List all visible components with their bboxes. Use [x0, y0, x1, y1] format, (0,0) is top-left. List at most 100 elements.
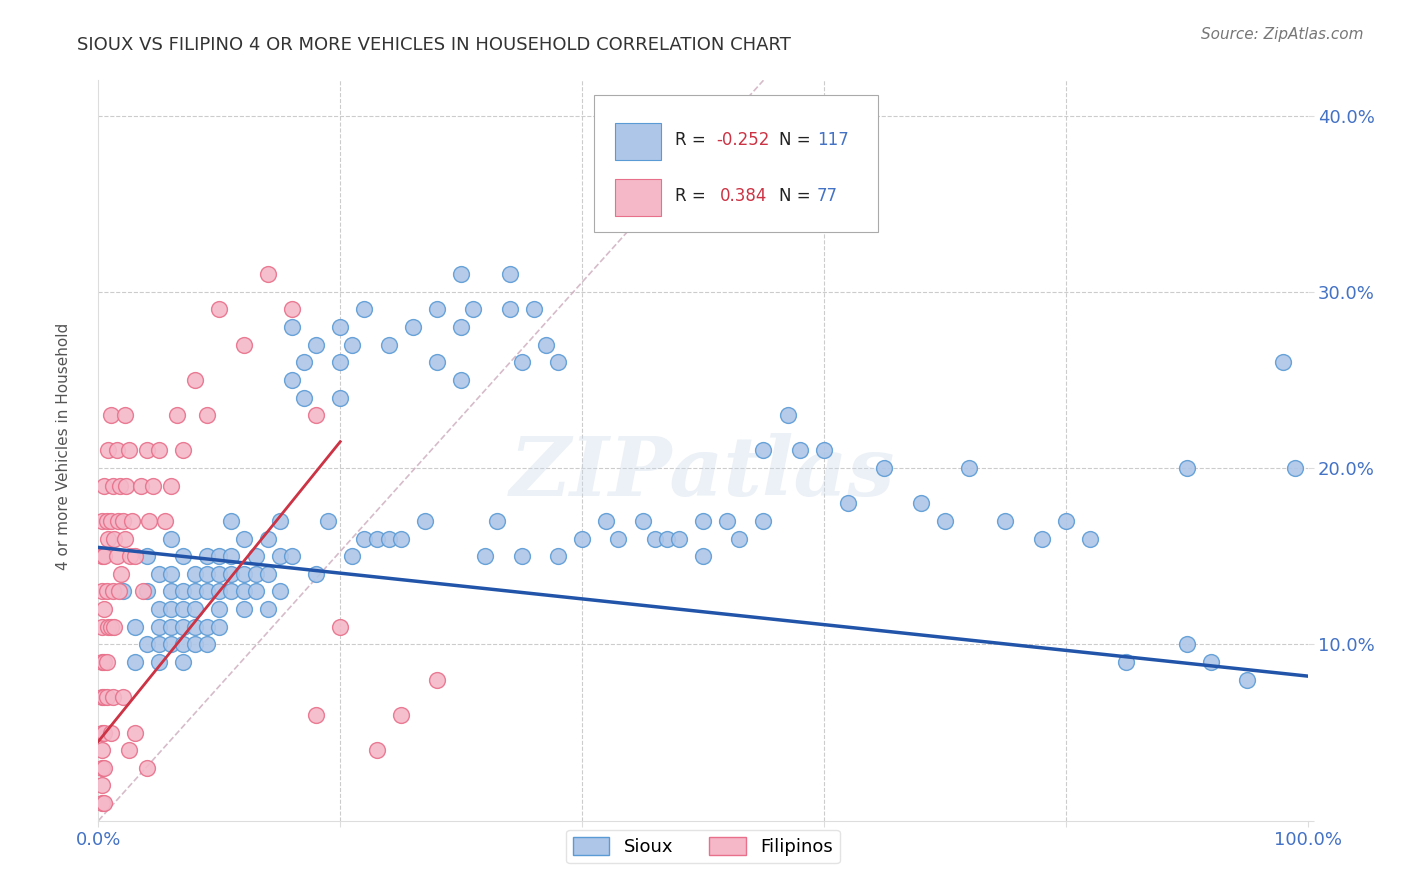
Point — [110, 566, 132, 581]
Point — [172, 637, 194, 651]
Point — [114, 532, 136, 546]
Point — [111, 514, 134, 528]
Point — [221, 549, 243, 564]
Point — [1078, 532, 1101, 546]
Point — [105, 443, 128, 458]
Point — [426, 355, 449, 369]
Point — [124, 725, 146, 739]
Text: -0.252: -0.252 — [716, 131, 769, 150]
Point — [208, 302, 231, 317]
Point — [292, 355, 315, 369]
Point — [644, 532, 666, 546]
Point — [474, 549, 496, 564]
Point — [93, 796, 115, 810]
Point — [305, 408, 328, 422]
Point — [837, 496, 859, 510]
Point — [129, 479, 152, 493]
Point — [148, 566, 170, 581]
Point — [245, 549, 267, 564]
Point — [160, 584, 183, 599]
Point — [91, 514, 114, 528]
Point — [172, 549, 194, 564]
Point — [269, 584, 291, 599]
Point — [135, 443, 157, 458]
Point — [342, 549, 364, 564]
Point — [148, 637, 170, 651]
Point — [316, 514, 339, 528]
Point — [118, 743, 141, 757]
Point — [269, 514, 291, 528]
Point — [353, 532, 375, 546]
Point — [450, 320, 472, 334]
Point — [232, 532, 254, 546]
Point — [1115, 655, 1137, 669]
Point — [115, 479, 138, 493]
Point — [91, 584, 114, 599]
Point — [426, 673, 449, 687]
Point — [135, 549, 157, 564]
Point — [160, 620, 183, 634]
Point — [148, 655, 170, 669]
Point — [114, 408, 136, 422]
Point — [752, 443, 775, 458]
Point — [281, 549, 304, 564]
Point — [96, 514, 118, 528]
Point — [329, 620, 352, 634]
Point — [523, 302, 546, 317]
Point — [91, 778, 114, 792]
Bar — [614, 179, 661, 216]
Point — [329, 320, 352, 334]
Point — [148, 443, 170, 458]
Point — [221, 566, 243, 581]
Point — [101, 479, 124, 493]
Point — [135, 584, 157, 599]
Point — [498, 302, 520, 317]
Point — [1284, 461, 1306, 475]
Point — [595, 514, 617, 528]
Point — [135, 637, 157, 651]
Point — [510, 549, 533, 564]
Point — [195, 620, 218, 634]
Point — [232, 584, 254, 599]
Point — [153, 514, 176, 528]
Point — [124, 549, 146, 564]
Point — [329, 391, 352, 405]
Point — [118, 549, 141, 564]
Point — [256, 602, 278, 616]
Point — [994, 514, 1017, 528]
Point — [221, 584, 243, 599]
Point — [281, 302, 304, 317]
Point — [292, 391, 315, 405]
Point — [463, 302, 485, 317]
Text: 77: 77 — [817, 187, 838, 205]
Point — [172, 443, 194, 458]
Point — [148, 602, 170, 616]
Point — [232, 337, 254, 351]
Point — [195, 549, 218, 564]
Point — [172, 584, 194, 599]
Point — [934, 514, 956, 528]
Point — [97, 532, 120, 546]
Point — [108, 584, 131, 599]
Text: ZIPatlas: ZIPatlas — [510, 433, 896, 513]
Point — [138, 514, 160, 528]
Point — [93, 655, 115, 669]
Point — [873, 461, 896, 475]
Text: SIOUX VS FILIPINO 4 OR MORE VEHICLES IN HOUSEHOLD CORRELATION CHART: SIOUX VS FILIPINO 4 OR MORE VEHICLES IN … — [77, 36, 792, 54]
Point — [184, 620, 207, 634]
Text: Source: ZipAtlas.com: Source: ZipAtlas.com — [1201, 27, 1364, 42]
Point — [281, 320, 304, 334]
Point — [97, 620, 120, 634]
Point — [1175, 461, 1198, 475]
Point — [160, 479, 183, 493]
Point — [534, 337, 557, 351]
Point — [728, 532, 751, 546]
Text: N =: N = — [779, 187, 815, 205]
Point — [813, 443, 835, 458]
Point — [305, 566, 328, 581]
Point — [510, 355, 533, 369]
Point — [245, 584, 267, 599]
Point — [160, 566, 183, 581]
Point — [91, 690, 114, 705]
Point — [111, 690, 134, 705]
